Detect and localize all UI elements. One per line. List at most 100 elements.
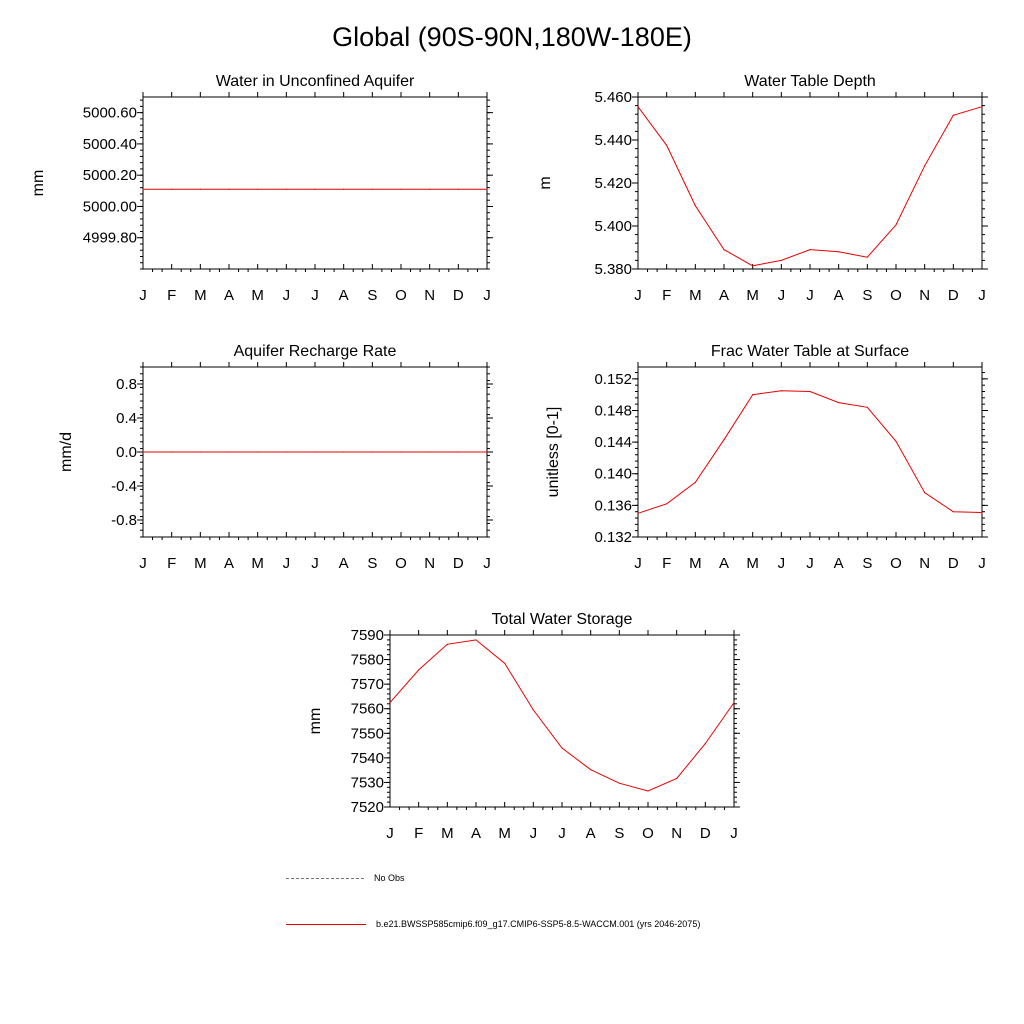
x-tick-label: D — [453, 287, 464, 304]
plot-frame — [637, 366, 983, 538]
y-tick-label: 5.400 — [594, 218, 632, 235]
x-tick-label: A — [719, 555, 729, 572]
x-tick-label: N — [919, 287, 930, 304]
x-tick-label: J — [283, 555, 291, 572]
data-point — [285, 451, 287, 453]
data-point — [666, 144, 668, 146]
plot-frame — [142, 96, 488, 270]
y-tick-label: -0.4 — [111, 478, 137, 495]
x-tick-label: M — [689, 555, 702, 572]
data-point — [733, 701, 735, 704]
x-tick-label: M — [251, 287, 264, 304]
data-point — [228, 451, 230, 453]
legend-obs-swatch — [286, 877, 364, 879]
x-tick-label: A — [586, 825, 596, 842]
data-point — [866, 406, 868, 408]
data-point — [142, 188, 144, 190]
x-tick-label: J — [139, 287, 147, 304]
legend-model-label: b.e21.BWSSP585cmip6.f09_g17.CMIP6-SSP5-8… — [376, 919, 701, 929]
x-tick-label: A — [834, 555, 844, 572]
x-tick-label: J — [634, 555, 642, 572]
x-tick-label: N — [424, 287, 435, 304]
data-point — [561, 747, 563, 749]
chart-title: Frac Water Table at Surface — [711, 343, 909, 360]
data-point — [809, 390, 811, 393]
y-tick-label: 5000.00 — [83, 198, 137, 215]
y-tick-label: 0.140 — [594, 466, 632, 483]
y-axis-label: m — [537, 176, 554, 189]
y-axis-label: mm/d — [58, 432, 75, 472]
y-tick-label: 7550 — [351, 725, 384, 742]
data-point — [343, 188, 345, 190]
x-tick-label: M — [498, 825, 511, 842]
data-point — [924, 492, 926, 494]
data-point — [171, 188, 173, 190]
y-tick-label: 7580 — [351, 652, 384, 669]
x-tick-label: J — [483, 555, 491, 572]
x-tick-label: J — [311, 555, 319, 572]
x-tick-label: A — [471, 825, 481, 842]
data-point — [952, 114, 954, 116]
x-tick-label: M — [251, 555, 264, 572]
y-axis-label: mm — [307, 708, 324, 735]
x-tick-label: M — [746, 555, 759, 572]
data-point — [895, 224, 897, 226]
x-tick-label: A — [834, 287, 844, 304]
y-tick-label: 5.440 — [594, 132, 632, 149]
y-tick-label: 5.380 — [594, 261, 632, 278]
y-tick-label: 0.136 — [594, 497, 632, 514]
data-point — [723, 249, 725, 251]
x-tick-label: F — [414, 825, 423, 842]
data-point — [400, 188, 402, 190]
x-tick-label: A — [719, 287, 729, 304]
y-tick-label: 5000.20 — [83, 167, 137, 184]
y-tick-label: 7590 — [351, 627, 384, 644]
x-tick-label: F — [662, 287, 671, 304]
data-point — [418, 669, 420, 671]
x-tick-label: S — [862, 555, 872, 572]
x-tick-label: M — [441, 825, 454, 842]
data-point — [723, 439, 725, 441]
x-tick-label: J — [778, 287, 786, 304]
data-point — [809, 249, 811, 251]
x-tick-label: J — [139, 555, 147, 572]
x-tick-label: J — [778, 555, 786, 572]
series-line-model — [637, 390, 983, 514]
data-point — [343, 451, 345, 453]
y-axis-label: unitless [0-1] — [545, 407, 562, 498]
x-tick-label: O — [395, 555, 407, 572]
legend-obs-label: No Obs — [374, 873, 405, 883]
x-tick-label: J — [806, 555, 814, 572]
y-tick-label: 0.148 — [594, 402, 632, 419]
data-point — [866, 256, 868, 258]
x-tick-label: N — [919, 555, 930, 572]
y-tick-label: 0.132 — [594, 529, 632, 546]
y-axis-label: mm — [30, 170, 47, 197]
x-tick-label: S — [367, 287, 377, 304]
x-tick-label: J — [634, 287, 642, 304]
chart-title: Aquifer Recharge Rate — [234, 343, 397, 360]
data-point — [486, 451, 488, 453]
x-tick-label: J — [730, 825, 738, 842]
legend-item-model: b.e21.BWSSP585cmip6.f09_g17.CMIP6-SSP5-8… — [286, 917, 700, 931]
y-tick-label: 5.420 — [594, 175, 632, 192]
x-tick-label: D — [948, 287, 959, 304]
data-point — [618, 782, 620, 784]
legend-item-obs: No Obs — [286, 871, 405, 885]
x-tick-label: D — [700, 825, 711, 842]
data-point — [532, 709, 534, 711]
x-tick-label: S — [862, 287, 872, 304]
data-point — [637, 106, 639, 108]
y-tick-label: 7570 — [351, 676, 384, 693]
chart-title: Water Table Depth — [744, 73, 876, 90]
x-tick-label: N — [671, 825, 682, 842]
data-point — [429, 188, 431, 190]
y-tick-label: 5.460 — [594, 89, 632, 106]
x-tick-label: J — [530, 825, 538, 842]
y-tick-label: 0.4 — [116, 410, 137, 427]
data-point — [371, 451, 373, 453]
data-point — [780, 259, 782, 261]
data-point — [457, 451, 459, 453]
x-tick-label: M — [746, 287, 759, 304]
